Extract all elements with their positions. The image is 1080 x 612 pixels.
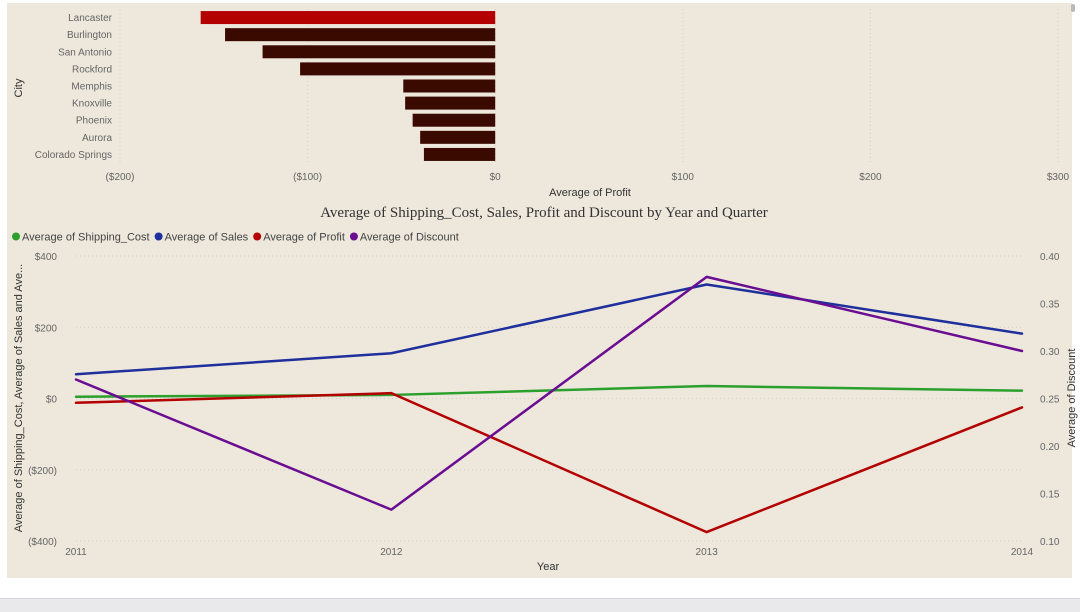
series-line — [74, 384, 1024, 398]
bar — [403, 79, 496, 93]
legend-item-label: Average of Profit — [263, 232, 345, 244]
line-y-tick-label: ($200) — [28, 466, 57, 477]
legend-marker — [253, 232, 262, 241]
line-y2-tick-label: 0.30 — [1040, 347, 1060, 358]
line-x-tick-label: 2011 — [65, 547, 87, 558]
bar-category-label: Memphis — [71, 82, 112, 93]
bar-x-tick-label: $200 — [859, 172, 882, 183]
line-chart-title: Average of Shipping_Cost, Sales, Profit … — [320, 205, 768, 221]
line-y-tick-label: $400 — [35, 252, 58, 263]
bar-category-label: Colorado Springs — [35, 150, 112, 161]
bar — [300, 62, 496, 76]
line-x-axis-title: Year — [537, 561, 560, 573]
line-x-tick-label: 2012 — [380, 547, 403, 558]
bar-x-tick-label: ($200) — [106, 172, 135, 183]
line-y-tick-label: $0 — [46, 395, 58, 406]
report-canvas — [7, 3, 1072, 578]
bar — [200, 11, 496, 25]
line-y2-tick-label: 0.40 — [1040, 252, 1060, 263]
bar-category-label: Knoxville — [72, 99, 112, 110]
bar-category-label: Rockford — [72, 64, 112, 75]
line-y-tick-label: $200 — [35, 323, 58, 334]
bar-category-label: Burlington — [67, 30, 112, 41]
legend-item-label: Average of Sales — [165, 232, 249, 244]
line-legend: Average of Shipping_Cost Average of Sales… — [12, 232, 459, 244]
scrollbar-thumb[interactable] — [1071, 4, 1075, 12]
bar — [420, 130, 496, 144]
bar-y-axis-title: City — [13, 78, 25, 97]
line-y2-tick-label: 0.25 — [1040, 395, 1060, 406]
line-x-tick-label: 2014 — [1011, 547, 1034, 558]
bar — [262, 45, 496, 59]
line-y2-tick-label: 0.10 — [1040, 537, 1060, 548]
line-y-tick-label: ($400) — [28, 537, 57, 548]
bar — [405, 96, 496, 110]
bar-category-label: Aurora — [82, 133, 112, 144]
profit-by-city-bar-chart: Lancaster Burlington San Antonio Rockford Me… — [13, 9, 1070, 199]
line-x-tick-label: 2013 — [696, 547, 719, 558]
line-y2-tick-label: 0.15 — [1040, 490, 1060, 501]
legend-marker — [12, 232, 20, 241]
bar-category-label: Phoenix — [76, 116, 112, 127]
line-y2-axis-title: Average of Discount — [1066, 349, 1078, 448]
legend-item-label: Average of Discount — [360, 232, 459, 244]
taskbar — [0, 598, 1080, 612]
bar-x-axis-title: Average of Profit — [549, 187, 631, 199]
bar-category-label: Lancaster — [68, 13, 113, 24]
bar-category-label: San Antonio — [58, 47, 112, 58]
series-line — [74, 391, 1024, 534]
line-chart: Average of Shipping_Cost, Sales, Profit … — [12, 205, 1078, 573]
bar — [412, 113, 496, 127]
bar-x-tick-label: $100 — [672, 172, 695, 183]
legend-marker — [154, 232, 163, 241]
line-y-axis-title: Average of Shipping_Cost, Average of Sal… — [13, 264, 25, 532]
series-line — [74, 275, 1024, 511]
legend-marker — [349, 232, 358, 241]
bar — [423, 147, 496, 161]
series-line — [74, 283, 1024, 376]
line-y2-tick-label: 0.35 — [1040, 300, 1060, 311]
bar-x-tick-label: ($100) — [293, 172, 322, 183]
bar-x-tick-label: $0 — [490, 172, 502, 183]
bar — [225, 28, 496, 42]
legend-item-label: Average of Shipping_Cost — [22, 232, 150, 244]
line-y2-tick-label: 0.20 — [1040, 442, 1060, 453]
bar-x-tick-label: $300 — [1047, 172, 1070, 183]
